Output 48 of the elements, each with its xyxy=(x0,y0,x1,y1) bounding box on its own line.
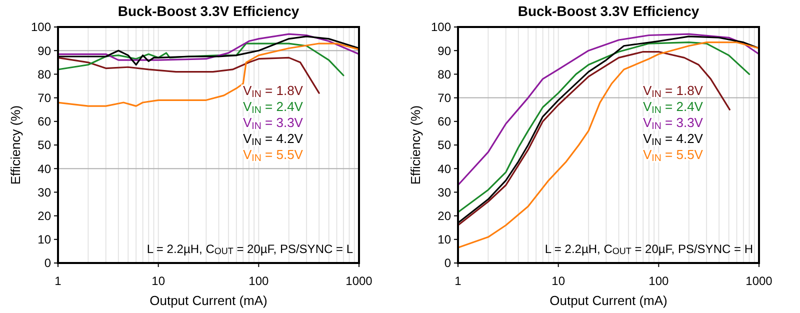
x-tick-label: 1000 xyxy=(346,274,373,288)
y-axis-title: Efficiency (%) xyxy=(408,105,423,185)
x-axis-title: Output Current (mA) xyxy=(550,293,668,308)
x-tick-label: 1 xyxy=(54,274,62,288)
text: V$_{IN}$ = 2.4V xyxy=(643,99,704,116)
text: V$_{IN}$ = 5.5V xyxy=(643,147,704,164)
y-tick-label: 20 xyxy=(438,209,452,223)
x-tick-label: 1 xyxy=(454,274,462,288)
text: V$_{IN}$ = 3.3V xyxy=(243,115,304,132)
y-tick-label: 80 xyxy=(438,67,452,82)
y-tick-label: 90 xyxy=(38,44,52,58)
chart-title: Buck-Boost 3.3V Efficiency xyxy=(518,3,700,19)
text: V$_{IN}$ = 3.3V xyxy=(643,115,704,132)
x-tick-label: 100 xyxy=(248,274,269,288)
y-tick-label: 60 xyxy=(438,114,452,129)
y-tick-label: 100 xyxy=(30,20,52,34)
y-tick-label: 30 xyxy=(438,185,452,200)
x-tick-label: 10 xyxy=(152,274,166,288)
chart-title: Buck-Boost 3.3V Efficiency xyxy=(118,3,300,19)
y-tick-label: 80 xyxy=(38,67,52,82)
y-tick-label: 100 xyxy=(430,20,452,34)
y-tick-label: 70 xyxy=(438,91,452,105)
x-axis-title: Output Current (mA) xyxy=(150,293,268,308)
y-axis-title: Efficiency (%) xyxy=(8,105,23,185)
y-tick-label: 40 xyxy=(38,162,52,176)
x-tick-label: 100 xyxy=(648,274,669,288)
y-tick-label: 90 xyxy=(438,44,452,58)
text: V$_{IN}$ = 4.2V xyxy=(243,131,304,148)
y-tick-label: 30 xyxy=(38,185,52,200)
annotation: L = 2.2µH, C$_{OUT}$ = 20µF, PS/SYNC = L xyxy=(146,242,354,256)
y-tick-label: 70 xyxy=(38,91,52,105)
y-tick-label: 50 xyxy=(38,138,52,152)
y-tick-label: 0 xyxy=(44,256,52,270)
y-tick-label: 40 xyxy=(438,162,452,176)
x-tick-label: 10 xyxy=(552,274,566,288)
y-tick-label: 50 xyxy=(438,138,452,152)
y-tick-label: 0 xyxy=(444,256,452,270)
series-label: V$_{IN}$ = 1.8V xyxy=(243,83,304,100)
y-tick-label: 10 xyxy=(438,232,452,247)
text: V$_{IN}$ = 4.2V xyxy=(643,131,704,148)
y-tick-label: 60 xyxy=(38,114,52,129)
y-tick-label: 10 xyxy=(38,232,52,247)
text: V$_{IN}$ = 2.4V xyxy=(243,99,304,116)
annotation: L = 2.2µH, C$_{OUT}$ = 20µF, PS/SYNC = H xyxy=(544,242,753,256)
series-label: V$_{IN}$ = 1.8V xyxy=(643,83,704,100)
text: V$_{IN}$ = 5.5V xyxy=(243,147,304,164)
x-tick-label: 1000 xyxy=(746,274,773,288)
y-tick-label: 20 xyxy=(38,209,52,223)
